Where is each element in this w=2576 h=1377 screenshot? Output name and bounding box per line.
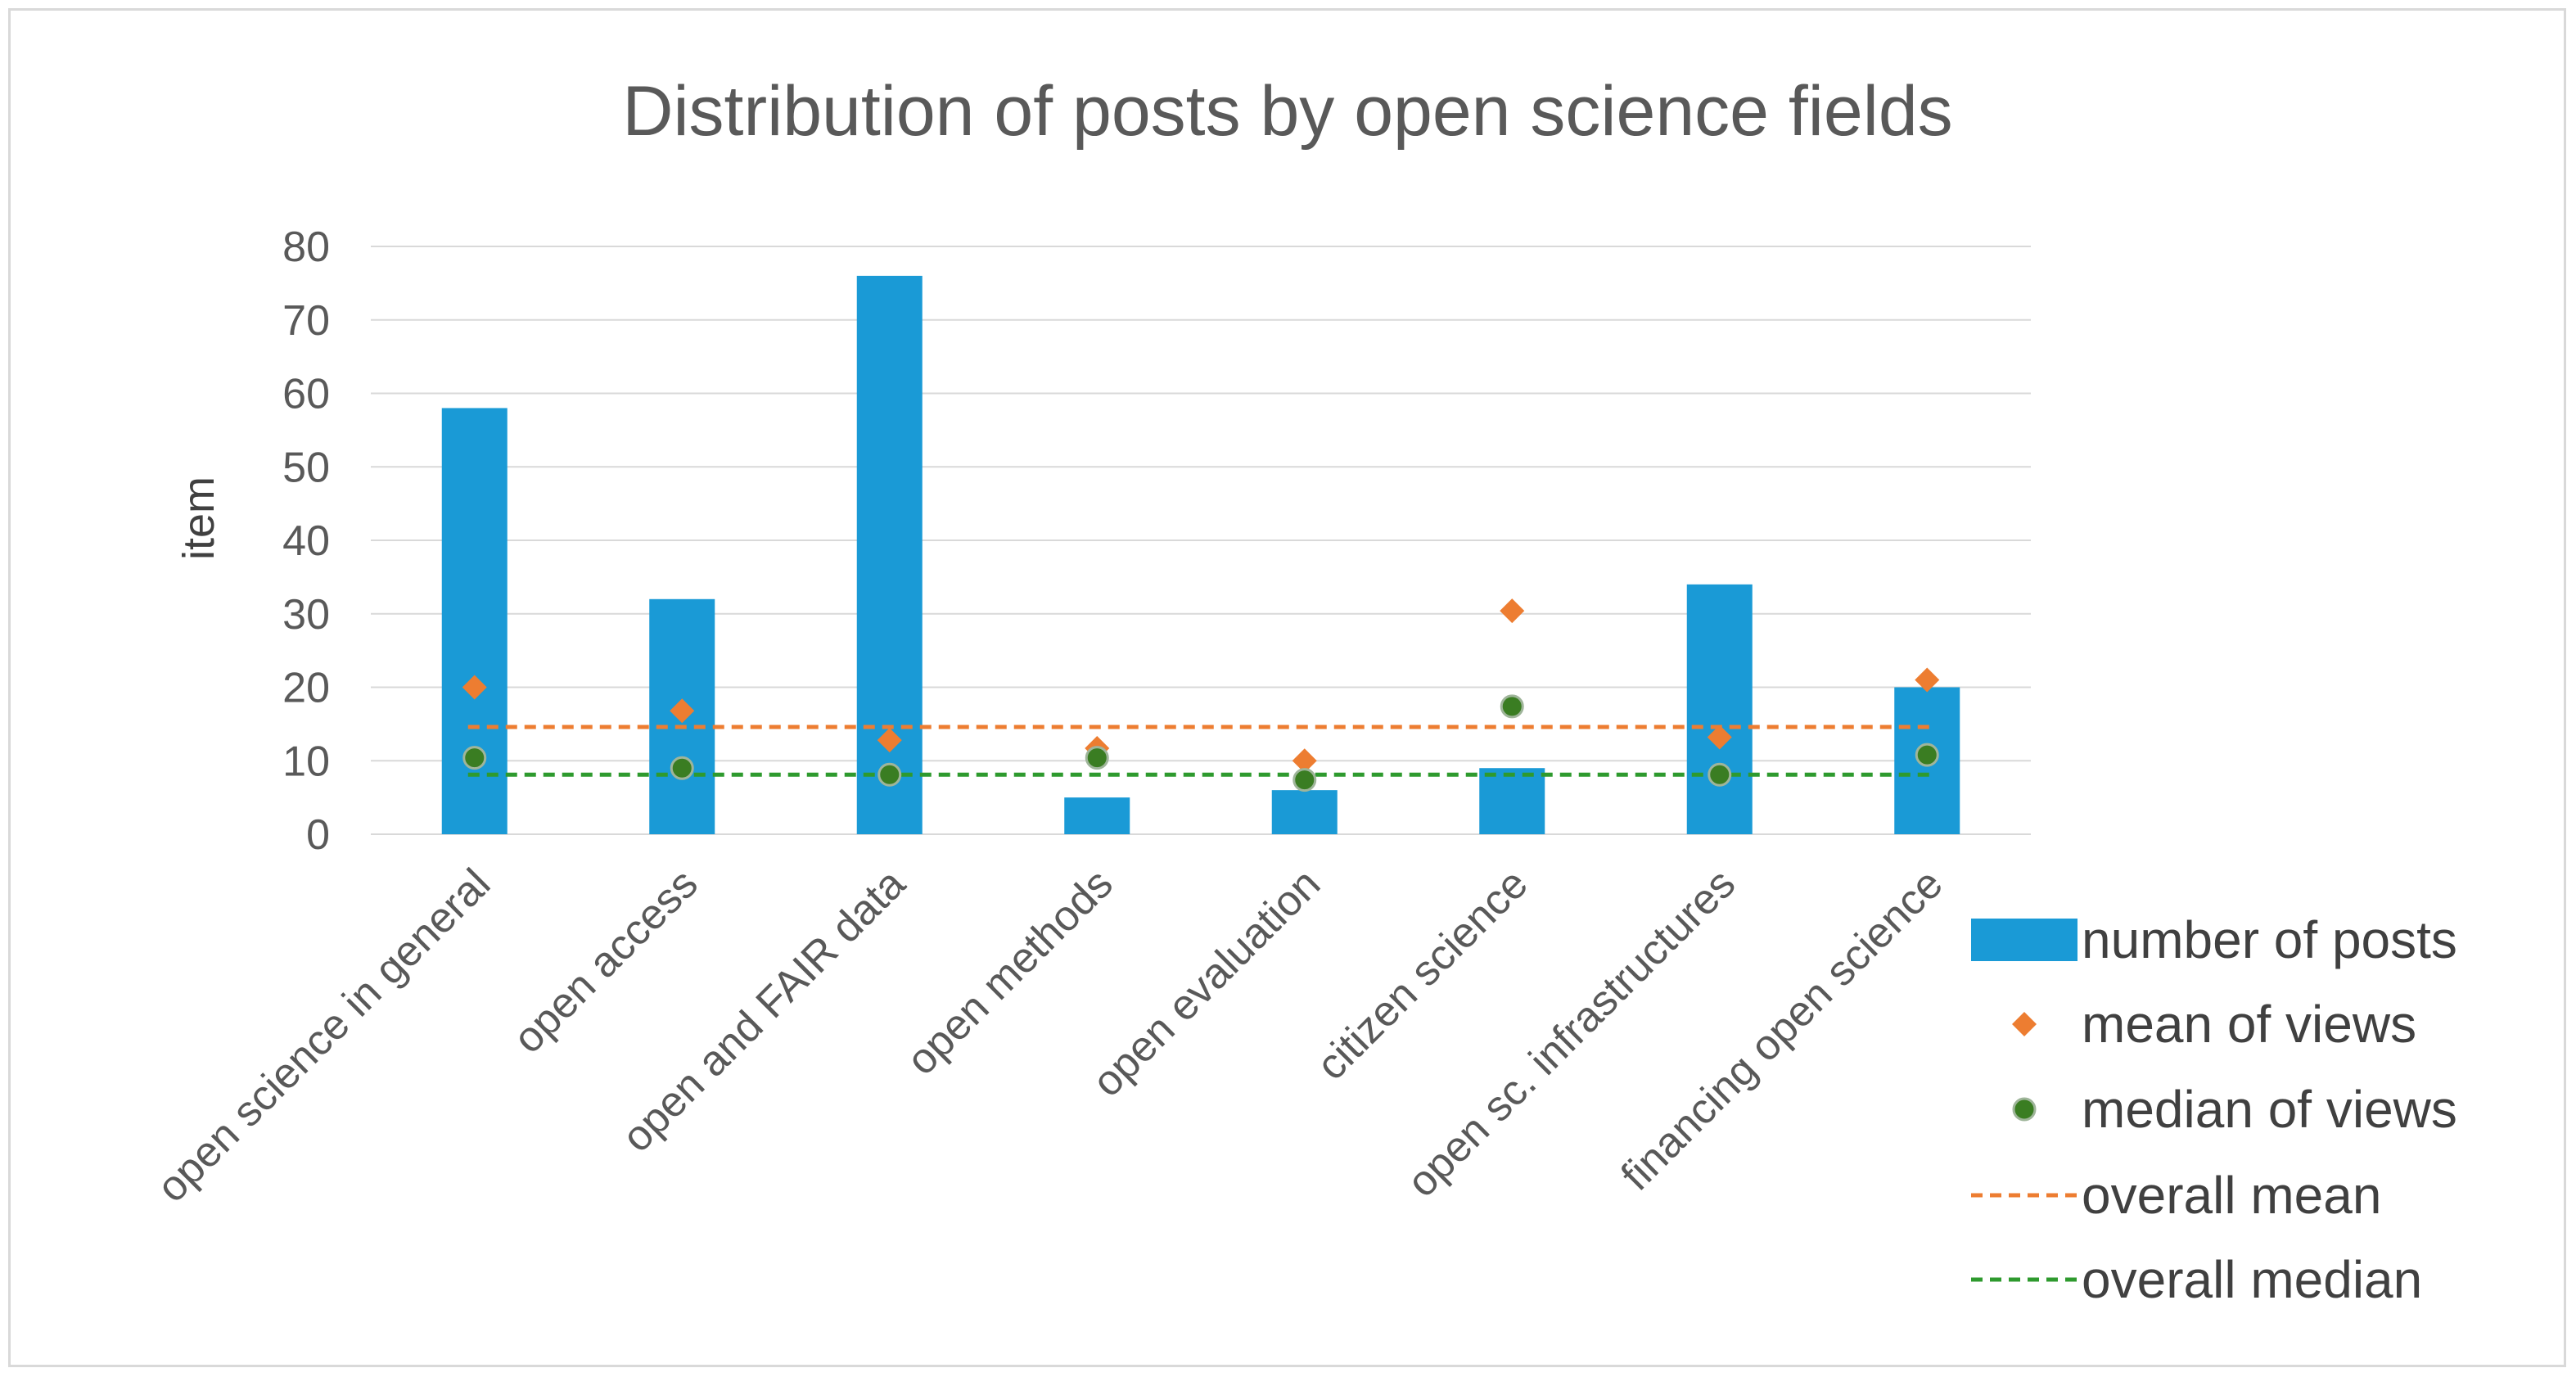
mean-of-views-point <box>1292 748 1317 774</box>
legend-label: mean of views <box>2082 995 2416 1054</box>
y-tick-label: 0 <box>306 811 330 859</box>
bar <box>1064 797 1130 834</box>
median-of-views-point <box>1085 746 1109 770</box>
mean-of-views-point <box>1707 725 1732 750</box>
x-tick-label: open evaluation <box>1084 860 1330 1106</box>
median-of-views-point <box>670 756 694 780</box>
x-tick-label: open science in general <box>148 860 499 1211</box>
median-of-views-point <box>462 746 487 770</box>
bar <box>1479 768 1545 834</box>
legend-swatch-diamond <box>2012 1012 2037 1036</box>
median-of-views-point <box>877 762 902 787</box>
y-tick-label: 50 <box>282 444 330 491</box>
legend-label: number of posts <box>2082 910 2457 969</box>
legend-swatch-bar <box>1971 919 2077 961</box>
legend-label: median of views <box>2082 1080 2457 1139</box>
y-tick-label: 60 <box>282 371 330 418</box>
grid-layer <box>371 246 2031 835</box>
mean-of-views-point <box>670 698 695 724</box>
bar <box>1271 790 1338 834</box>
y-tick-label: 70 <box>282 297 330 345</box>
bar <box>441 408 508 834</box>
x-tick-label: citizen science <box>1308 860 1537 1089</box>
mean-of-views-point <box>877 728 902 753</box>
mean-of-views-point <box>1500 598 1525 624</box>
legend: number of posts mean of views median of vi… <box>1971 910 2457 1309</box>
legend-label: overall median <box>2082 1250 2422 1309</box>
chart-frame: Distribution of posts by open science fi… <box>8 8 2566 1367</box>
bar-series <box>441 275 1960 834</box>
mean-of-views-point <box>462 675 487 700</box>
x-tick-label: open sc. infrastructures <box>1398 860 1744 1206</box>
y-axis-label: item <box>174 476 223 560</box>
median-of-views-point <box>1708 762 1732 787</box>
median-of-views-point <box>1293 768 1317 792</box>
chart-title: Distribution of posts by open science fi… <box>622 72 1952 151</box>
legend-label: overall mean <box>2082 1166 2381 1225</box>
legend-swatch-circle <box>2012 1097 2037 1122</box>
median-of-views-point <box>1500 694 1524 719</box>
median-of-views-point <box>1915 743 1939 767</box>
y-tick-label: 30 <box>282 591 330 639</box>
y-tick-label: 80 <box>282 223 330 271</box>
x-tick-label: open methods <box>898 860 1122 1084</box>
y-tick-label: 40 <box>282 517 330 565</box>
y-tick-label: 10 <box>282 738 330 785</box>
chart-svg: Distribution of posts by open science fi… <box>148 72 2457 1309</box>
mean-of-views-point <box>1915 667 1940 693</box>
y-tick-label: 20 <box>282 665 330 712</box>
marker-series <box>462 598 1940 792</box>
y-tick-labels: 0 10 20 30 40 50 60 70 80 <box>282 223 330 859</box>
x-tick-label: open access <box>504 860 706 1062</box>
bar <box>1686 584 1753 834</box>
